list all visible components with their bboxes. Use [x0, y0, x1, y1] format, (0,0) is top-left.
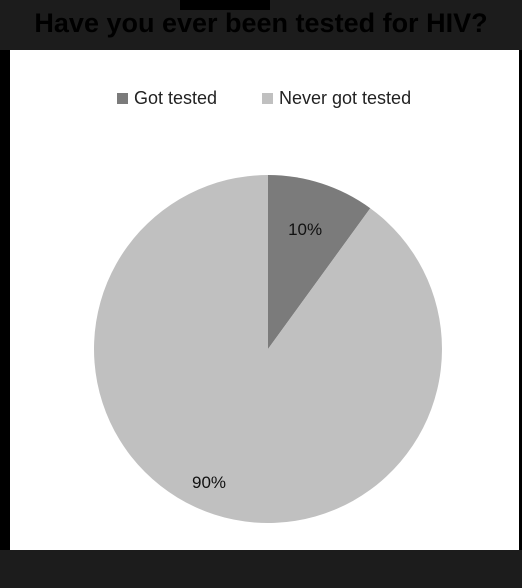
legend-swatch-never-got-tested: [262, 93, 273, 104]
legend: Got tested Never got tested: [0, 88, 522, 112]
pie-slice-got-tested: [268, 175, 371, 349]
data-label-never-got-tested: 90%: [192, 473, 226, 492]
bottom-bar: [0, 550, 522, 588]
legend-swatch-got-tested: [117, 93, 128, 104]
legend-label-never-got-tested: Never got tested: [279, 88, 412, 108]
chart-title: Have you ever been tested for HIV?: [34, 8, 488, 38]
top-bar: [0, 0, 522, 50]
data-label-got-tested: 10%: [288, 220, 322, 239]
legend-label-got-tested: Got tested: [134, 88, 218, 108]
legend-item-got-tested: Got tested: [117, 88, 217, 109]
top-bar-tab: [180, 0, 270, 10]
pie-slice-never-got-tested: [93, 175, 442, 523]
legend-item-never-got-tested: Never got tested: [262, 88, 411, 109]
